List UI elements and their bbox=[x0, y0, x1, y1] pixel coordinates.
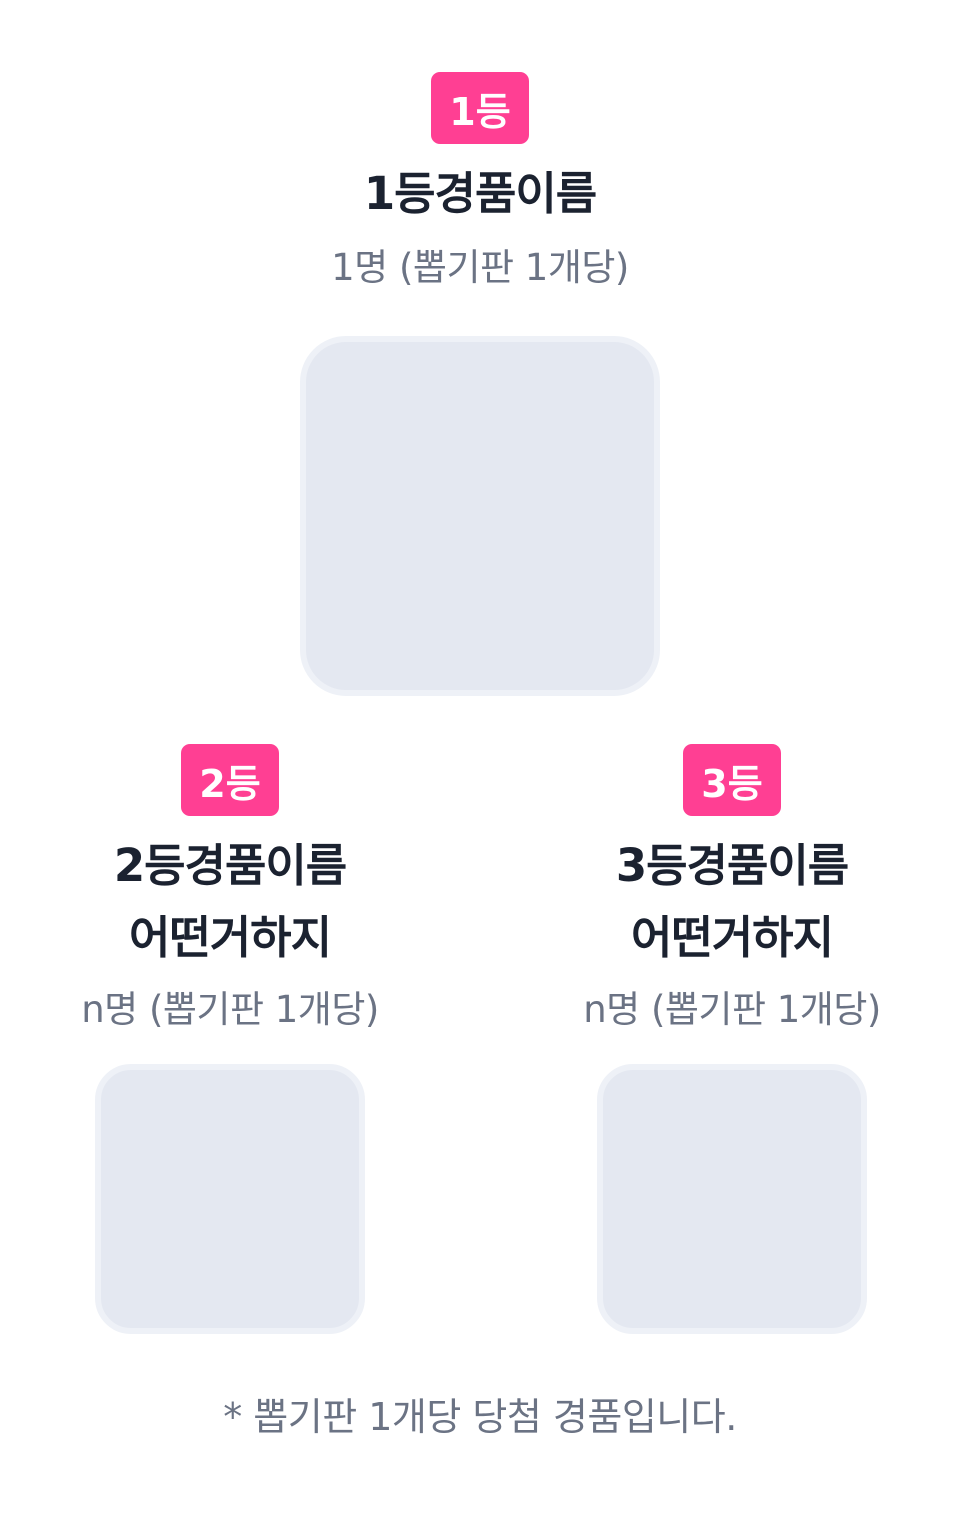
prize-image-placeholder bbox=[95, 1064, 365, 1334]
rank-badge: 1등 bbox=[431, 72, 529, 144]
prize-winner-count: n명 (뽑기판 1개당) bbox=[81, 988, 379, 1031]
prize-name: 3등경품이름 어떤거하지 bbox=[615, 830, 849, 974]
prize-name-line: 어떤거하지 bbox=[128, 911, 332, 964]
prize-image-placeholder bbox=[597, 1064, 867, 1334]
rank-badge: 2등 bbox=[181, 744, 279, 816]
prize-first: 1등 1등경품이름 1명 (뽑기판 1개당) bbox=[0, 72, 960, 696]
prize-name-line: 2등경품이름 bbox=[113, 839, 347, 892]
prize-name: 2등경품이름 어떤거하지 bbox=[113, 830, 347, 974]
prize-winner-count: 1명 (뽑기판 1개당) bbox=[331, 246, 629, 289]
prize-winner-count: n명 (뽑기판 1개당) bbox=[583, 988, 881, 1031]
prize-name-line: 어떤거하지 bbox=[630, 911, 834, 964]
prize-third: 3등 3등경품이름 어떤거하지 n명 (뽑기판 1개당) bbox=[532, 744, 932, 1334]
prize-name: 1등경품이름 bbox=[363, 167, 597, 220]
prize-second: 2등 2등경품이름 어떤거하지 n명 (뽑기판 1개당) bbox=[30, 744, 430, 1334]
footnote: * 뽑기판 1개당 당첨 경품입니다. bbox=[223, 1395, 737, 1439]
prize-image-placeholder bbox=[300, 336, 660, 696]
prize-name-line: 3등경품이름 bbox=[615, 839, 849, 892]
rank-badge: 3등 bbox=[683, 744, 781, 816]
